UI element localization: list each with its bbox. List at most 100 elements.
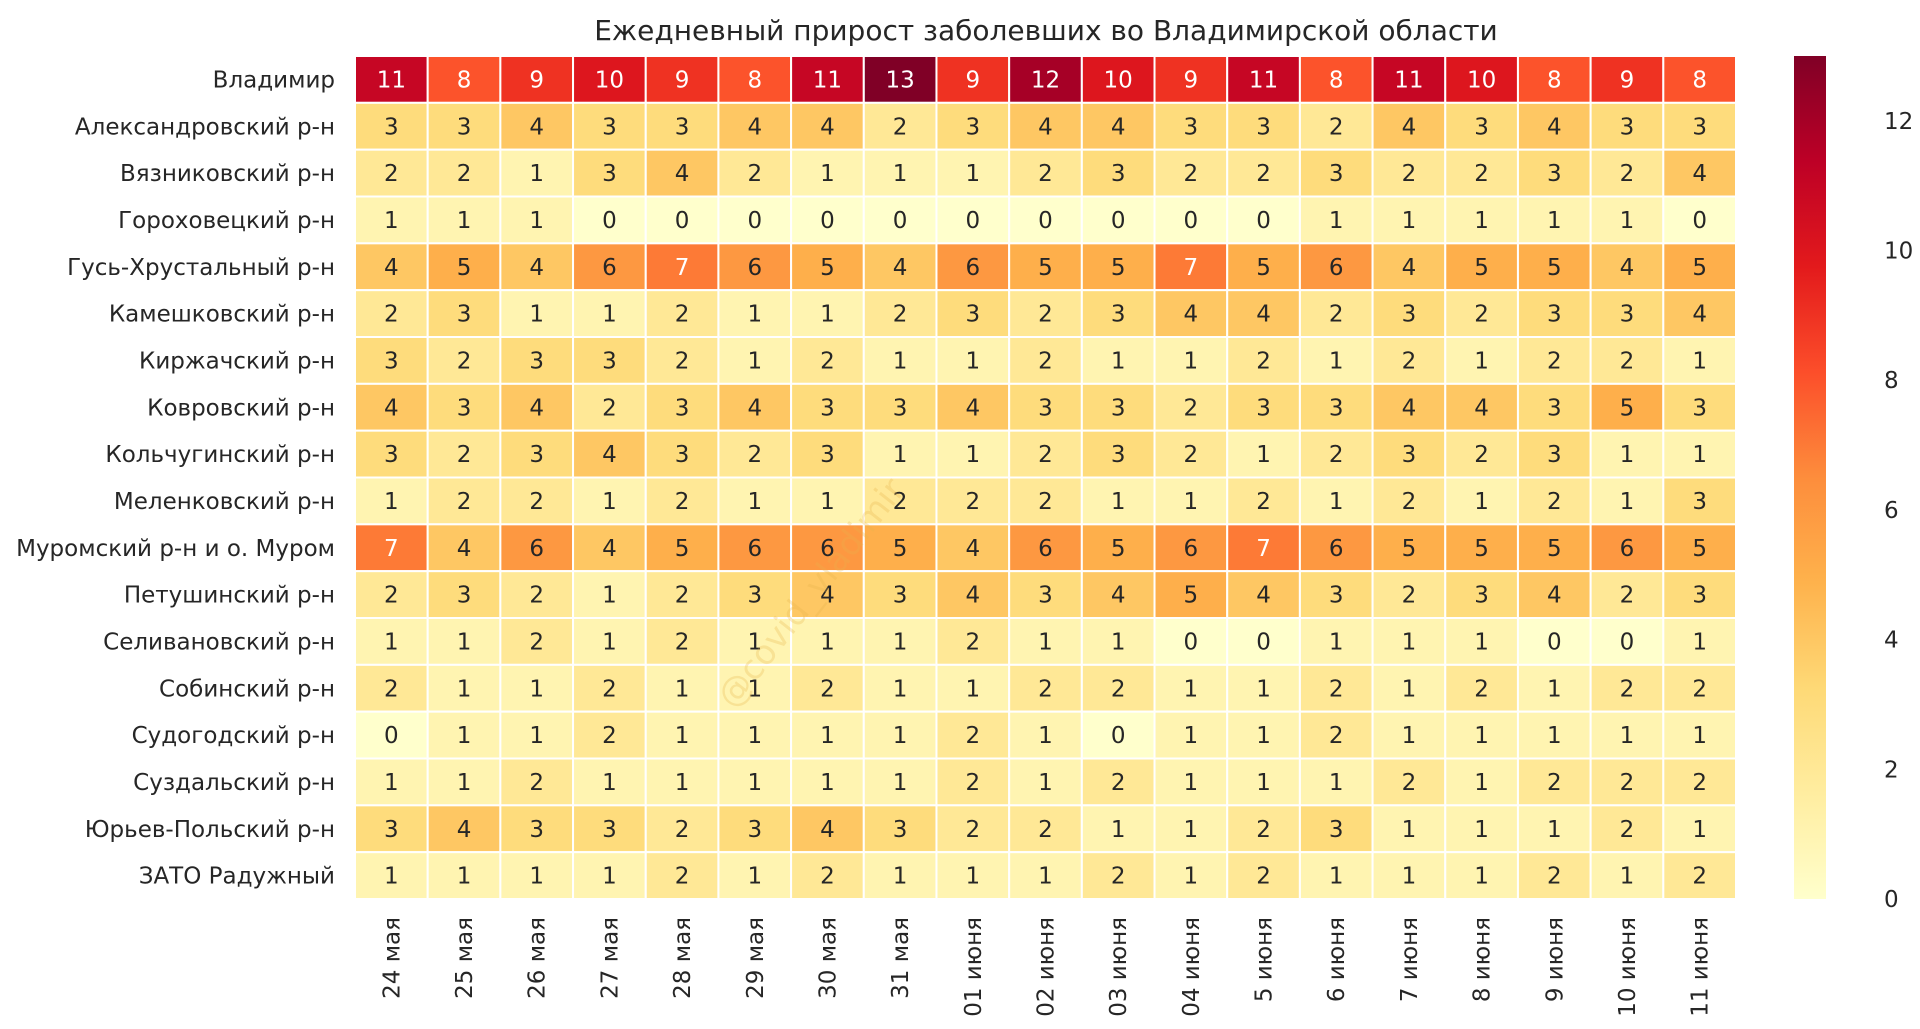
- heatmap-cell-value: 3: [1402, 442, 1417, 468]
- heatmap-cell-value: 1: [1474, 770, 1489, 796]
- heatmap-cell: [499, 851, 575, 901]
- heatmap-cell-value: 2: [1402, 583, 1417, 609]
- heatmap-cell-value: 4: [529, 395, 544, 421]
- heatmap-cell-value: 2: [1038, 489, 1053, 515]
- heatmap-cell-value: 2: [457, 348, 472, 374]
- heatmap-cells: [354, 55, 1738, 901]
- heatmap-cell-value: 2: [1111, 770, 1126, 796]
- heatmap-cell: [935, 663, 1011, 713]
- heatmap-cell: [1298, 55, 1374, 104]
- heatmap-cell-value: 1: [1111, 817, 1126, 843]
- heatmap-cell-value: 3: [1038, 583, 1053, 609]
- heatmap-cell: [1008, 55, 1083, 104]
- heatmap-cell-value: 6: [1038, 536, 1053, 562]
- heatmap-cell-value: 1: [965, 348, 980, 374]
- heatmap-cell-value: 3: [675, 442, 690, 468]
- heatmap-cell: [499, 429, 575, 479]
- heatmap-cell-value: 4: [820, 583, 835, 609]
- heatmap-cell-value: 1: [1402, 817, 1417, 843]
- heatmap-cell: [1662, 336, 1738, 385]
- heatmap-cell-value: 1: [747, 723, 762, 749]
- heatmap-cell-value: 2: [529, 629, 544, 655]
- heatmap-cell: [862, 101, 938, 151]
- heatmap-cell-value: 1: [1256, 676, 1271, 702]
- heatmap-cell-value: 3: [384, 442, 399, 468]
- heatmap-cell-value: 2: [1111, 676, 1126, 702]
- heatmap-cell: [935, 617, 1011, 666]
- heatmap-cell-value: 4: [1184, 302, 1199, 328]
- heatmap-cell-value: 3: [1474, 583, 1489, 609]
- heatmap-cell: [1516, 55, 1592, 104]
- heatmap-cell-value: 1: [1256, 442, 1271, 468]
- chart-title: Ежедневный прирост заболевших во Владими…: [594, 14, 1498, 47]
- colorbar-tick-label: 0: [1884, 887, 1899, 913]
- heatmap-cell: [1008, 476, 1083, 526]
- heatmap-cell: [862, 336, 938, 385]
- heatmap-cell: [1444, 570, 1519, 620]
- row-label: Вязниковский р-н: [120, 161, 335, 187]
- heatmap-cell-value: 3: [1111, 302, 1126, 328]
- heatmap-cell: [1371, 242, 1447, 292]
- heatmap-cell: [1080, 663, 1156, 713]
- heatmap-cell: [1589, 101, 1665, 151]
- heatmap-cell-value: 0: [1620, 629, 1635, 655]
- heatmap-cell-value: 1: [602, 302, 617, 328]
- heatmap-cell: [354, 804, 429, 854]
- heatmap-cell: [1153, 55, 1229, 104]
- heatmap-cell: [1153, 523, 1229, 573]
- heatmap-cell: [1516, 289, 1592, 338]
- heatmap-cell-value: 4: [457, 536, 472, 562]
- heatmap-cell-value: 1: [1620, 864, 1635, 890]
- heatmap-cell: [862, 476, 938, 526]
- heatmap-cell-value: 3: [1329, 161, 1344, 187]
- heatmap-cell-value: 1: [1547, 208, 1562, 234]
- heatmap-cell: [1516, 195, 1592, 245]
- heatmap-cell-value: 2: [1256, 864, 1271, 890]
- heatmap-cell-value: 1: [893, 442, 908, 468]
- heatmap-cell-value: 1: [1474, 629, 1489, 655]
- heatmap-cell-value: 4: [747, 395, 762, 421]
- heatmap-cell: [426, 289, 502, 338]
- heatmap-cell: [1516, 570, 1592, 620]
- heatmap-cell: [1080, 195, 1156, 245]
- heatmap-cell-value: 2: [602, 676, 617, 702]
- heatmap-cell: [1008, 195, 1083, 245]
- heatmap-cell-value: 0: [602, 208, 617, 234]
- heatmap-cell-value: 2: [1692, 864, 1707, 890]
- heatmap-cell: [644, 663, 720, 713]
- heatmap-cell-value: 2: [1256, 161, 1271, 187]
- heatmap-cell: [1226, 148, 1301, 198]
- heatmap-cell-value: 2: [820, 864, 835, 890]
- heatmap-cell-value: 5: [1474, 536, 1489, 562]
- heatmap-cell-labels: 11 8 9 10 9 8 11 13 9 12 10 9 11 8 11 10 8 9 83 3 4 3 3 4 4 2 3 4 4 3…: [377, 67, 1707, 889]
- heatmap-cell-value: 1: [384, 864, 399, 890]
- heatmap-cell: [644, 570, 720, 620]
- heatmap-cell-value: 3: [1329, 583, 1344, 609]
- heatmap-cell: [572, 101, 647, 151]
- heatmap-cell-value: 1: [1329, 348, 1344, 374]
- heatmap-cell-value: 2: [1620, 348, 1635, 374]
- heatmap-cell: [499, 242, 575, 292]
- heatmap-cell-value: 3: [747, 817, 762, 843]
- heatmap-cell: [354, 101, 429, 151]
- heatmap-cell-value: 1: [1692, 442, 1707, 468]
- heatmap-cell: [354, 242, 429, 292]
- heatmap-cell-value: 5: [1474, 255, 1489, 281]
- heatmap-cell: [1516, 336, 1592, 385]
- heatmap-cell-value: 4: [602, 536, 617, 562]
- heatmap-cell: [354, 523, 429, 573]
- column-label: 28 мая: [670, 917, 696, 999]
- heatmap-cell-value: 9: [529, 67, 544, 93]
- heatmap-cell-value: 0: [675, 208, 690, 234]
- heatmap-cell: [1008, 663, 1083, 713]
- heatmap-cell-value: 5: [1547, 255, 1562, 281]
- heatmap-cell: [935, 570, 1011, 620]
- row-label: Муромский р-н и о. Муром: [16, 536, 335, 562]
- column-label: 27 мая: [597, 917, 623, 999]
- heatmap-cell-value: 6: [1329, 536, 1344, 562]
- heatmap-cell: [426, 476, 502, 526]
- heatmap-cell: [1298, 804, 1374, 854]
- column-label: 7 июня: [1397, 917, 1423, 1002]
- heatmap-cell: [1516, 101, 1592, 151]
